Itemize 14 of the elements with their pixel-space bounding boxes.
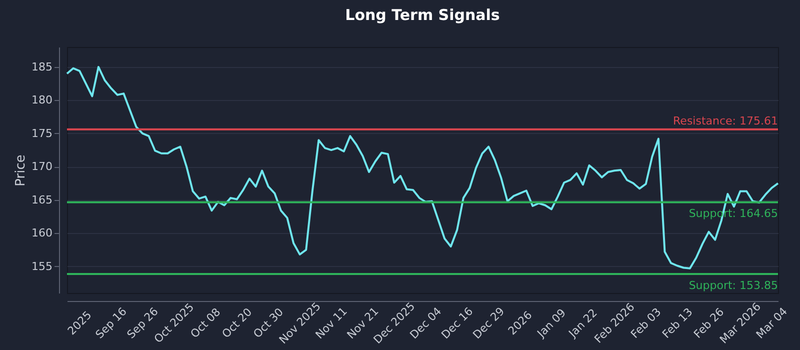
y-tick-label: 155	[32, 260, 52, 273]
y-axis-title: Price	[14, 154, 29, 186]
chart-title: Long Term Signals	[345, 6, 500, 24]
y-tick-label: 185	[32, 60, 52, 74]
y-tick-label: 170	[32, 160, 52, 174]
x-tick-label: Jan 09	[534, 306, 568, 341]
y-tick-label: 175	[32, 126, 52, 140]
line-series	[66, 66, 779, 270]
ref-line-label: Resistance: 175.61	[673, 114, 778, 128]
ref-line-label: Support: 153.85	[688, 279, 778, 292]
y-tick-label: 180	[32, 94, 52, 107]
x-tick-label: Oct 20	[220, 306, 255, 341]
y-tick-label: 160	[32, 226, 52, 240]
y-tick-label: 165	[32, 193, 52, 206]
